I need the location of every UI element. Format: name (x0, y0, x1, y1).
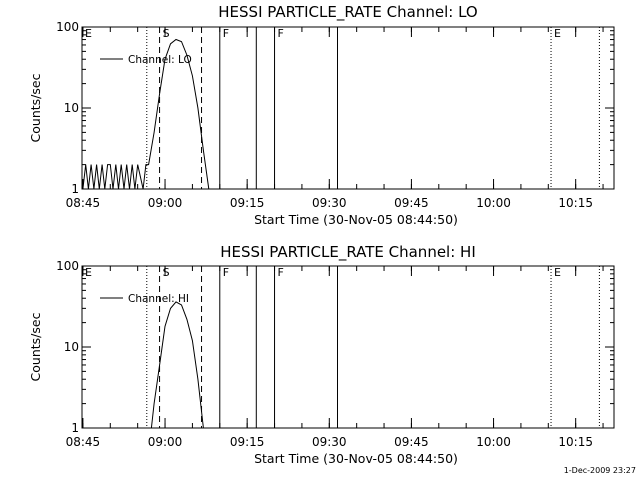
y-tick-label: 10 (64, 340, 79, 354)
x-tick-label: 08:45 (66, 435, 101, 449)
y-tick-label: 10 (64, 101, 79, 115)
x-tick-label: 09:15 (230, 196, 265, 210)
y-tick-label: 100 (56, 259, 79, 273)
x-tick-label: 10:00 (476, 435, 511, 449)
series-line (150, 301, 204, 429)
event-marker-label: F (278, 266, 284, 279)
event-marker-label: E (85, 27, 92, 40)
series-line (82, 38, 210, 190)
legend-entry: Channel: LO (128, 54, 192, 66)
y-tick-label: 1 (71, 421, 79, 435)
event-marker-label: E (85, 266, 92, 279)
event-marker-label: F (223, 266, 229, 279)
x-tick-label: 09:15 (230, 435, 265, 449)
event-marker-label: S (163, 27, 170, 40)
chart-title: HESSI PARTICLE_RATE Channel: HI (220, 243, 476, 262)
y-axis-label: Counts/sec (28, 73, 43, 142)
y-tick-label: 100 (56, 20, 79, 34)
event-marker-label: E (554, 27, 561, 40)
chart-title: HESSI PARTICLE_RATE Channel: LO (218, 3, 477, 22)
x-axis-label: Start Time (30-Nov-05 08:44:50) (254, 212, 458, 227)
event-marker-label: F (223, 27, 229, 40)
x-tick-label: 09:00 (148, 196, 183, 210)
x-tick-label: 10:15 (558, 435, 593, 449)
hi-channel-panel: HESSI PARTICLE_RATE Channel: HI 1 10 100 Cou… (28, 243, 615, 466)
y-tick-label: 1 (71, 182, 79, 196)
x-tick-label: 10:00 (476, 196, 511, 210)
footer-timestamp: 1-Dec-2009 23:27 (564, 466, 636, 475)
event-marker-label: S (163, 266, 170, 279)
legend-entry: Channel: HI (128, 293, 189, 305)
plot-frame (81, 26, 615, 190)
x-tick-label: 09:45 (394, 196, 429, 210)
x-tick-label: 10:15 (558, 196, 593, 210)
x-tick-label: 08:45 (66, 196, 101, 210)
lo-channel-panel: HESSI PARTICLE_RATE Channel: LO 1 10 100 Cou… (28, 3, 615, 227)
event-marker-label: F (278, 27, 284, 40)
x-tick-label: 09:45 (394, 435, 429, 449)
x-axis-label: Start Time (30-Nov-05 08:44:50) (254, 451, 458, 466)
x-tick-label: 09:30 (312, 196, 347, 210)
y-axis-label: Counts/sec (28, 312, 43, 381)
x-tick-label: 09:30 (312, 435, 347, 449)
x-tick-label: 09:00 (148, 435, 183, 449)
event-marker-label: E (554, 266, 561, 279)
